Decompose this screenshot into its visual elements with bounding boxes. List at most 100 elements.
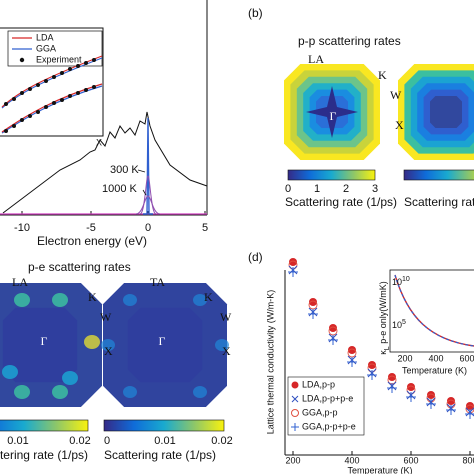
experiment-point bbox=[84, 88, 88, 92]
annotation: X bbox=[96, 137, 102, 147]
axis-label: Lattice thermal conductivity (W/m-K) bbox=[265, 290, 275, 435]
experiment-point bbox=[92, 85, 96, 89]
marker bbox=[328, 335, 338, 345]
marker bbox=[466, 402, 474, 410]
colorbar-tick: 1 bbox=[314, 183, 320, 195]
heatmap-region bbox=[306, 86, 358, 138]
experiment-point bbox=[60, 71, 64, 75]
colorbar-tick: 0.01 bbox=[154, 435, 175, 447]
inset-frame bbox=[389, 269, 474, 353]
experiment-point bbox=[36, 83, 40, 87]
colorbar-label: Scattering rate (1/ps) bbox=[404, 195, 474, 209]
legend-label: LDA bbox=[36, 32, 54, 42]
heatmap-region bbox=[2, 365, 18, 379]
legend-box bbox=[287, 376, 365, 436]
legend-label: LDA,p-p+p-e bbox=[302, 393, 353, 403]
point-label: W bbox=[100, 310, 112, 324]
legend-label: GGA bbox=[36, 43, 56, 53]
heatmap-region bbox=[127, 307, 203, 383]
experiment-point bbox=[28, 87, 32, 91]
heatmap-region bbox=[84, 335, 100, 349]
marker bbox=[347, 357, 357, 367]
marker bbox=[446, 405, 456, 415]
point-label: Γ bbox=[330, 109, 337, 123]
marker bbox=[388, 373, 396, 381]
experiment-point bbox=[44, 105, 48, 109]
heatmap-region bbox=[193, 294, 207, 306]
legend-marker bbox=[291, 395, 299, 403]
panel-title: p-e scattering rates bbox=[28, 260, 131, 274]
colorbar bbox=[287, 169, 376, 181]
curve bbox=[142, 189, 147, 196]
curve bbox=[394, 274, 474, 347]
legend-label: Experiment bbox=[36, 54, 82, 64]
colorbar-tick: 0 bbox=[285, 183, 291, 195]
legend-marker bbox=[19, 57, 25, 63]
symbol: κ bbox=[378, 350, 388, 355]
colorbar-tick: 0.02 bbox=[69, 435, 90, 447]
x-tick-label: 800 bbox=[462, 455, 474, 465]
colorbar-tick: 2 bbox=[343, 183, 349, 195]
axis-label: Electron energy (eV) bbox=[37, 234, 147, 248]
colorbar-label: Scattering rate (1/ps) bbox=[104, 448, 216, 462]
x-tick-label: 0 bbox=[145, 222, 151, 234]
marker bbox=[427, 391, 435, 399]
heatmap-region bbox=[52, 293, 68, 307]
marker bbox=[406, 392, 416, 402]
marker bbox=[308, 309, 318, 319]
experiment-point bbox=[60, 98, 64, 102]
experiment-point bbox=[68, 67, 72, 71]
legend-label: GGA,p-p+p-e bbox=[302, 421, 356, 431]
marker bbox=[447, 397, 455, 405]
inset-tick-label: 200 bbox=[397, 353, 412, 363]
inset-axis-label: κL p-e only(W/mK) bbox=[378, 281, 390, 354]
legend-box bbox=[7, 30, 103, 67]
point-label: K bbox=[378, 68, 387, 82]
curve bbox=[137, 169, 146, 173]
marker bbox=[309, 298, 317, 306]
inset-axis-label: Temperature (K) bbox=[402, 365, 467, 375]
point-label: LA bbox=[308, 52, 324, 66]
curve bbox=[1, 83, 103, 133]
point-label: X bbox=[104, 344, 113, 358]
curve bbox=[2, 111, 208, 214]
experiment-point bbox=[68, 94, 72, 98]
colorbar bbox=[103, 419, 225, 432]
heatmap-region bbox=[52, 385, 68, 399]
x-tick-label: 600 bbox=[403, 455, 418, 465]
experiment-point bbox=[4, 129, 8, 133]
point-label: W bbox=[220, 310, 232, 324]
experiment-point bbox=[4, 102, 8, 106]
colorbar-label: Scattering rate (1/ps) bbox=[285, 195, 397, 209]
x-tick-label: 400 bbox=[344, 455, 359, 465]
legend-marker bbox=[291, 409, 299, 417]
experiment-point bbox=[76, 64, 80, 68]
point-label: K bbox=[204, 290, 213, 304]
experiment-point bbox=[12, 124, 16, 128]
experiment-point bbox=[44, 79, 48, 83]
experiment-point bbox=[20, 91, 24, 95]
point-label: Γ bbox=[159, 334, 166, 348]
legend-marker bbox=[291, 423, 299, 431]
point-label: Γ bbox=[41, 334, 48, 348]
inset-tick-label: 105 bbox=[392, 319, 406, 331]
heatmap-region bbox=[2, 307, 78, 383]
heatmap-region bbox=[101, 339, 115, 351]
x-tick-label: 200 bbox=[285, 455, 300, 465]
heatmap-region bbox=[123, 386, 137, 398]
inset-tick-label: 600 bbox=[459, 353, 474, 363]
inset-tick-label: 400 bbox=[428, 353, 443, 363]
subscript: L bbox=[384, 346, 391, 350]
point-label: K bbox=[88, 290, 97, 304]
marker bbox=[426, 399, 436, 409]
inset-tick-label: 1010 bbox=[392, 276, 410, 288]
point-label: X bbox=[222, 344, 231, 358]
heatmap-region bbox=[14, 293, 30, 307]
legend-label: LDA,p-p bbox=[302, 379, 335, 389]
marker bbox=[407, 383, 415, 391]
experiment-point bbox=[76, 91, 80, 95]
point-label: W bbox=[390, 88, 402, 102]
annotation: 300 K bbox=[110, 164, 139, 176]
axis-label: Temperature (K) bbox=[347, 465, 412, 474]
